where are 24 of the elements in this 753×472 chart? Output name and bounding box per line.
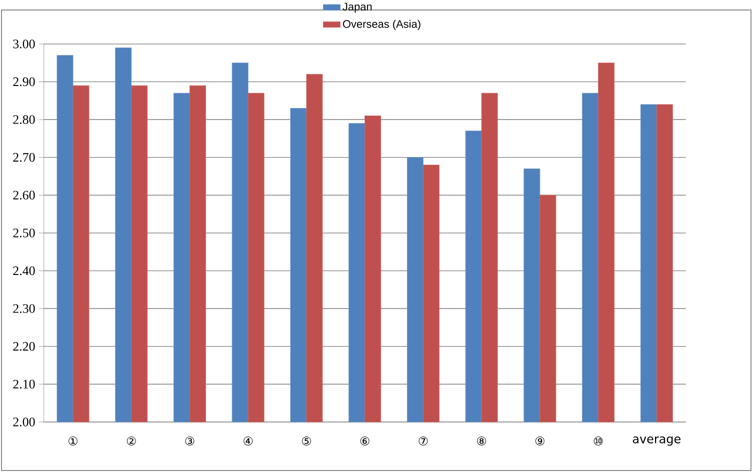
x-tick-label: ⑨ — [535, 436, 544, 446]
legend-label: Overseas (Asia) — [342, 20, 420, 30]
x-tick-label: ⑩ — [594, 436, 603, 446]
legend-label: Japan — [342, 2, 372, 13]
x-tick-label: ② — [126, 436, 136, 446]
x-tick-label: ⑤ — [302, 436, 311, 446]
y-tick-label: 2.40 — [13, 266, 35, 276]
x-tick-label: ④ — [244, 436, 253, 446]
x-tick-label: ⑦ — [418, 436, 428, 446]
x-tick-label: ③ — [185, 436, 194, 446]
y-tick-label: 2.50 — [13, 228, 35, 238]
y-tick-label: 2.10 — [13, 380, 35, 389]
y-tick-label: 2.00 — [13, 418, 35, 426]
y-tick-label: 3.00 — [13, 40, 35, 48]
y-tick-label: 2.70 — [13, 152, 35, 162]
x-tick-label: ⑥ — [360, 436, 370, 446]
y-tick-label: 2.80 — [13, 115, 35, 124]
y-tick-label: 2.90 — [13, 77, 35, 86]
y-tick-label: 2.20 — [13, 342, 35, 351]
y-tick-label: 2.30 — [13, 304, 35, 313]
y-tick-label: 2.60 — [13, 190, 35, 200]
x-tick-label: ⑧ — [477, 436, 486, 446]
x-tick-label: ① — [68, 436, 78, 446]
x-tick-label: average — [632, 436, 680, 446]
